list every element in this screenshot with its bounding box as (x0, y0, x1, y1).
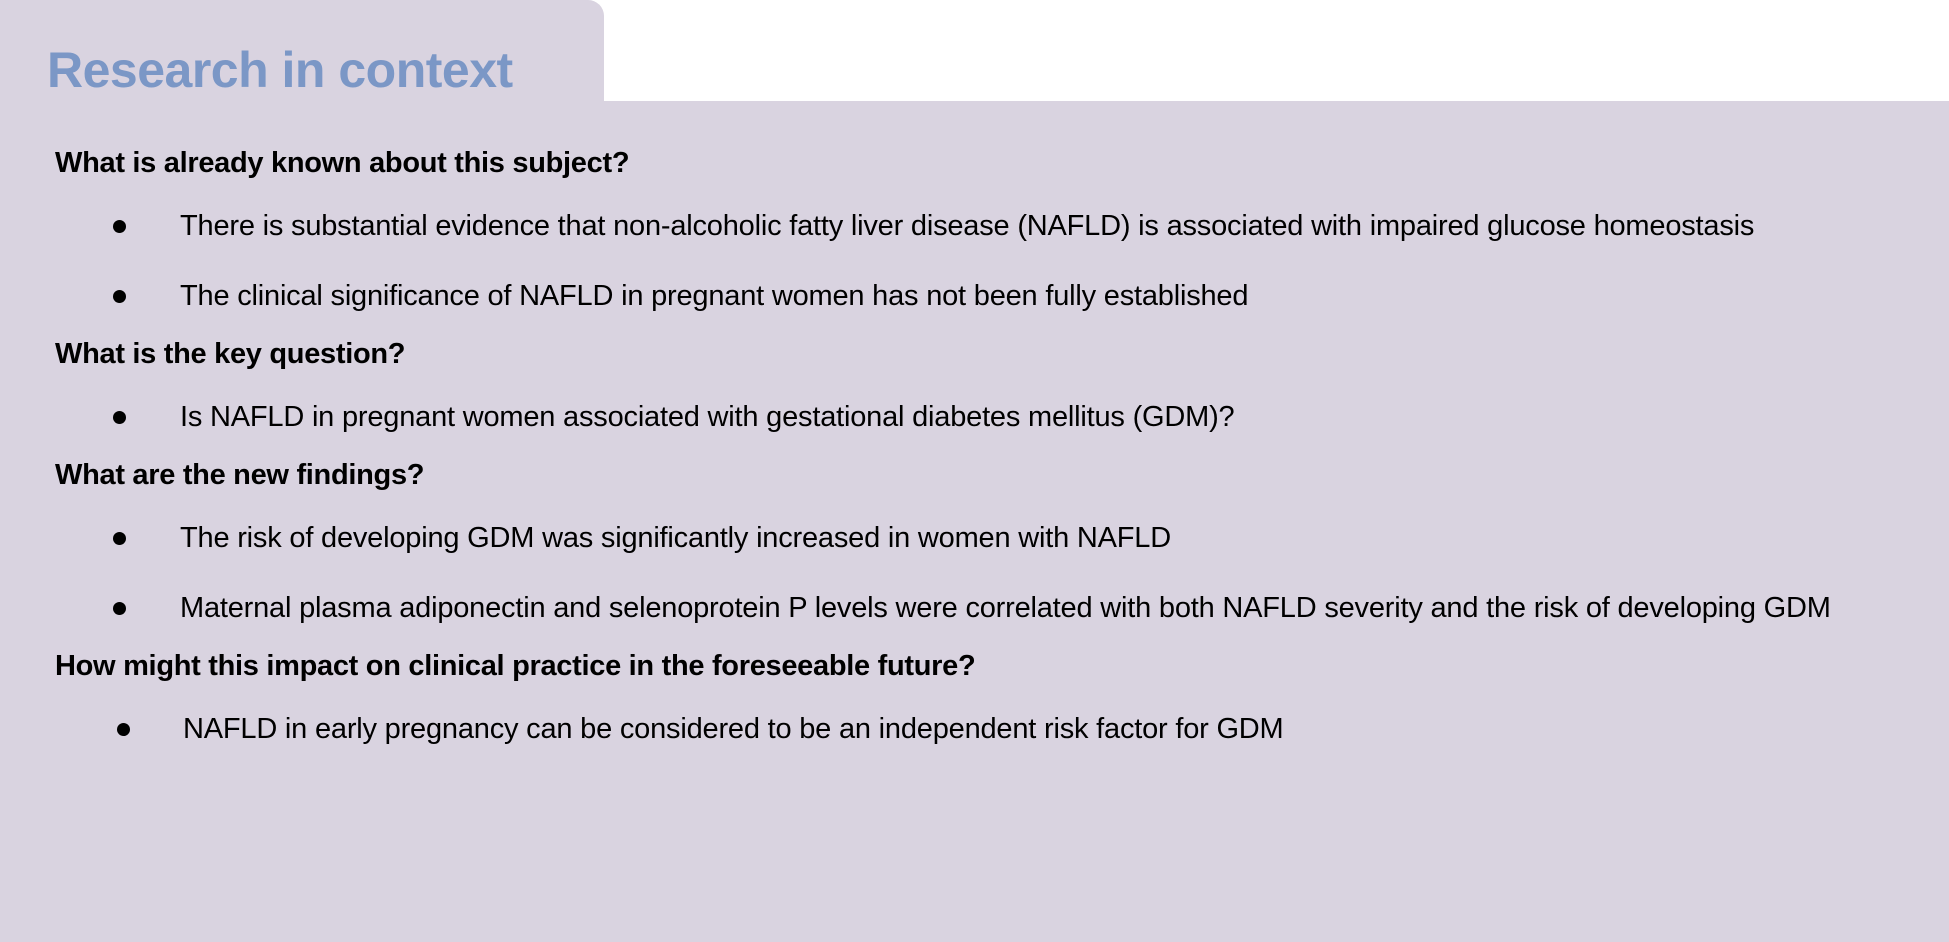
bullet-dot-icon (113, 411, 126, 424)
bullet-dot-icon (113, 602, 126, 615)
bullet-text: Is NAFLD in pregnant women associated wi… (180, 401, 1235, 433)
section-heading: What are the new findings? (55, 459, 425, 491)
bullet-item: Maternal plasma adiponectin and selenopr… (55, 587, 1915, 629)
section-already-known: What is already known about this subject… (55, 144, 1915, 317)
section-new-findings: What are the new findings? The risk of d… (55, 456, 1915, 629)
bullet-dot-icon (113, 290, 126, 303)
bullet-text: There is substantial evidence that non-a… (180, 210, 1755, 242)
bullet-list: The risk of developing GDM was significa… (55, 517, 1915, 629)
bullet-list: There is substantial evidence that non-a… (55, 205, 1915, 317)
bullet-item: NAFLD in early pregnancy can be consider… (55, 708, 1915, 750)
section-heading: How might this impact on clinical practi… (55, 650, 976, 682)
bullet-item: The clinical significance of NAFLD in pr… (55, 275, 1915, 317)
content-panel (0, 101, 1949, 942)
bullet-text: NAFLD in early pregnancy can be consider… (183, 713, 1284, 745)
section-clinical-impact: How might this impact on clinical practi… (55, 647, 1915, 750)
section-key-question: What is the key question? Is NAFLD in pr… (55, 335, 1915, 438)
bullet-item: Is NAFLD in pregnant women associated wi… (55, 396, 1915, 438)
section-heading: What is already known about this subject… (55, 147, 630, 179)
box-content: What is already known about this subject… (55, 144, 1915, 760)
bullet-text: The clinical significance of NAFLD in pr… (180, 280, 1249, 312)
section-heading: What is the key question? (55, 338, 406, 370)
bullet-text: Maternal plasma adiponectin and selenopr… (180, 592, 1831, 624)
bullet-list: NAFLD in early pregnancy can be consider… (55, 708, 1915, 750)
bullet-text: The risk of developing GDM was significa… (180, 522, 1171, 554)
bullet-dot-icon (117, 723, 130, 736)
bullet-item: The risk of developing GDM was significa… (55, 517, 1915, 559)
bullet-dot-icon (113, 220, 126, 233)
bullet-list: Is NAFLD in pregnant women associated wi… (55, 396, 1915, 438)
bullet-dot-icon (113, 532, 126, 545)
box-title: Research in context (47, 42, 513, 98)
bullet-item: There is substantial evidence that non-a… (55, 205, 1915, 247)
